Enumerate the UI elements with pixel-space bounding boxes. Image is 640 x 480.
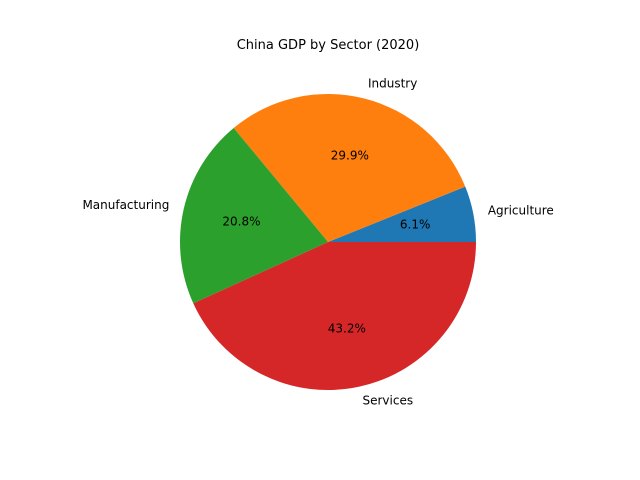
pie-slice-agriculture (328, 186, 476, 242)
percent-label-services: 43.2% (328, 321, 366, 335)
slice-label-agriculture: Agriculture (488, 203, 554, 217)
pie-slice-industry (233, 94, 466, 242)
slice-label-services: Services (363, 394, 414, 408)
percent-label-industry: 29.9% (331, 148, 369, 162)
slice-label-manufacturing: Manufacturing (82, 198, 169, 212)
percent-label-manufacturing: 20.8% (222, 215, 260, 229)
pie-slice-services (193, 242, 476, 391)
pie-labels: Agriculture 6.1% Industry 29.9% Manufacturin… (82, 77, 553, 408)
slice-label-industry: Industry (368, 77, 417, 91)
pie-slices (180, 94, 476, 391)
pie-slice-manufacturing (180, 127, 328, 304)
chart-title: China GDP by Sector (2020) (237, 38, 420, 53)
percent-label-agriculture: 6.1% (400, 218, 431, 232)
